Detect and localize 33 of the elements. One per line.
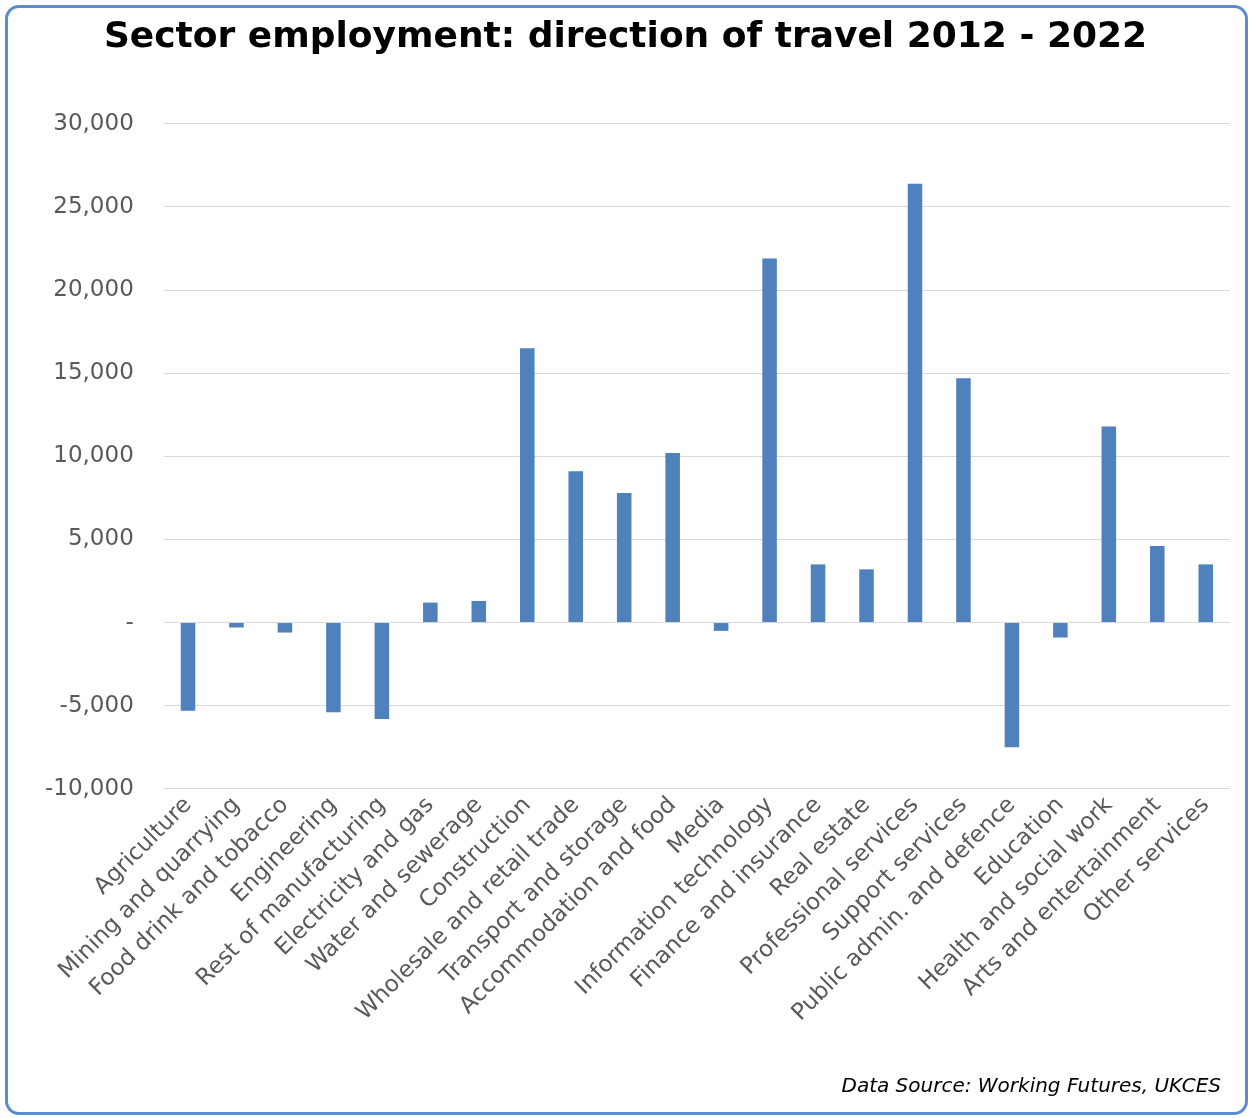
bar [713, 623, 729, 631]
y-tick-label: 10,000 [53, 441, 134, 468]
y-tick-label: 25,000 [53, 191, 134, 218]
y-tick-label: -10,000 [45, 773, 134, 800]
y-tick-label: 20,000 [53, 275, 134, 302]
bar [1150, 546, 1165, 623]
y-tick-label: 5,000 [67, 524, 134, 551]
bar [229, 623, 244, 628]
bar [277, 623, 293, 633]
bar [956, 378, 971, 623]
chart-title: Sector employment: direction of travel 2012 - 2022 [102, 14, 1149, 55]
bar [616, 492, 632, 623]
source-note: Data Source: Working Futures, UKCES [841, 1073, 1221, 1097]
bar [1004, 623, 1020, 748]
bar [907, 183, 923, 623]
y-tick-label: 15,000 [53, 358, 134, 385]
bar [1198, 564, 1214, 623]
bar [326, 623, 341, 713]
y-tick-label: 30,000 [53, 108, 134, 135]
bar [1101, 426, 1117, 623]
bar [665, 452, 680, 623]
y-tick-label: - [125, 607, 134, 634]
y-tick-label: -5,000 [59, 690, 134, 717]
bar [423, 602, 438, 623]
bar [471, 600, 487, 623]
bar [519, 348, 535, 623]
bar [810, 564, 826, 623]
bar [762, 258, 777, 623]
bar [859, 569, 874, 623]
bar [568, 471, 583, 623]
bar [374, 623, 390, 719]
bar [1053, 623, 1068, 638]
bar [180, 623, 196, 711]
